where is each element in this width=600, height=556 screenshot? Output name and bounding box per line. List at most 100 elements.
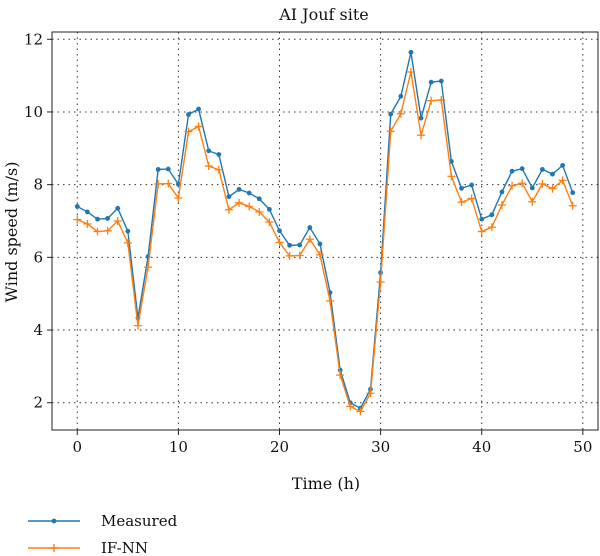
data-point bbox=[245, 202, 254, 211]
data-point bbox=[125, 228, 131, 234]
data-point bbox=[477, 227, 486, 236]
data-point bbox=[73, 215, 82, 224]
legend: Measured IF-NN bbox=[28, 512, 178, 556]
data-point bbox=[275, 238, 284, 247]
data-point bbox=[548, 184, 557, 193]
data-point bbox=[123, 238, 132, 247]
x-tick-label: 50 bbox=[573, 438, 592, 456]
data-point bbox=[558, 176, 567, 185]
data-point bbox=[447, 172, 456, 181]
data-point bbox=[428, 79, 434, 85]
x-tick-label: 40 bbox=[472, 438, 491, 456]
data-point bbox=[550, 171, 555, 177]
data-point bbox=[366, 389, 375, 398]
data-point bbox=[457, 198, 466, 207]
data-point bbox=[417, 131, 426, 140]
data-point bbox=[285, 251, 294, 260]
data-point bbox=[560, 162, 566, 168]
data-point bbox=[186, 112, 191, 117]
data-point bbox=[113, 217, 122, 226]
series-if-nn bbox=[73, 67, 577, 416]
legend-swatch-marker bbox=[50, 544, 58, 552]
data-point bbox=[518, 179, 527, 188]
data-point bbox=[246, 190, 252, 196]
data-point bbox=[74, 204, 80, 209]
legend-item: Measured bbox=[28, 512, 178, 530]
data-point bbox=[568, 201, 577, 210]
data-point bbox=[105, 216, 111, 221]
data-point bbox=[216, 152, 222, 157]
data-point bbox=[256, 196, 262, 202]
series-layer bbox=[73, 49, 577, 416]
y-tick-label: 2 bbox=[33, 394, 43, 412]
data-point bbox=[95, 216, 100, 222]
data-point bbox=[538, 179, 547, 188]
data-point bbox=[539, 166, 545, 172]
y-axis-ticks: 2 4 6 8 10 12 bbox=[24, 30, 52, 412]
data-point bbox=[346, 402, 355, 411]
y-tick-label: 12 bbox=[24, 30, 43, 48]
data-point bbox=[317, 241, 323, 247]
x-tick-label: 20 bbox=[270, 438, 289, 456]
data-point bbox=[509, 168, 515, 174]
data-point bbox=[154, 179, 163, 188]
data-point bbox=[315, 250, 324, 259]
data-point bbox=[297, 242, 303, 248]
data-point bbox=[499, 189, 505, 195]
data-point bbox=[376, 278, 385, 287]
series-line bbox=[76, 52, 574, 410]
x-tick-label: 10 bbox=[169, 438, 188, 456]
data-point bbox=[437, 95, 446, 104]
data-point bbox=[528, 197, 537, 206]
legend-swatch-marker bbox=[51, 518, 57, 524]
data-point bbox=[204, 162, 213, 171]
data-point bbox=[266, 206, 272, 212]
y-tick-label: 6 bbox=[33, 248, 43, 266]
chart-title: AI Jouf site bbox=[278, 5, 369, 24]
data-point bbox=[427, 96, 436, 105]
data-point bbox=[175, 181, 181, 187]
data-point bbox=[84, 209, 90, 215]
data-point bbox=[356, 407, 365, 416]
data-point bbox=[103, 226, 112, 235]
y-axis-title: Wind speed (m/s) bbox=[2, 162, 21, 303]
data-point bbox=[184, 127, 193, 136]
data-point bbox=[529, 185, 535, 191]
data-point bbox=[236, 186, 242, 192]
data-point bbox=[508, 181, 517, 190]
data-point bbox=[386, 127, 395, 136]
x-tick-label: 0 bbox=[73, 438, 83, 456]
data-point bbox=[235, 198, 244, 207]
data-point bbox=[479, 216, 485, 222]
data-point bbox=[144, 263, 153, 272]
series-measured bbox=[74, 49, 576, 411]
data-point bbox=[133, 321, 142, 330]
y-tick-label: 10 bbox=[24, 103, 43, 121]
series-line bbox=[77, 71, 574, 413]
data-point bbox=[224, 205, 233, 214]
x-axis-ticks: 0 10 20 30 40 50 bbox=[73, 430, 592, 456]
data-point bbox=[307, 225, 313, 230]
data-point bbox=[408, 49, 414, 55]
data-point bbox=[398, 93, 404, 99]
legend-label: Measured bbox=[101, 512, 178, 530]
data-point bbox=[265, 218, 274, 227]
y-tick-label: 8 bbox=[33, 176, 43, 194]
data-point bbox=[489, 212, 495, 218]
data-point bbox=[277, 228, 282, 234]
x-tick-label: 30 bbox=[371, 438, 390, 456]
data-point bbox=[214, 165, 223, 174]
legend-item: IF-NN bbox=[28, 539, 148, 556]
data-point bbox=[396, 109, 405, 118]
data-point bbox=[326, 296, 335, 305]
data-point bbox=[469, 182, 475, 188]
data-point bbox=[164, 179, 173, 188]
data-point bbox=[83, 219, 92, 228]
data-point bbox=[418, 115, 424, 121]
data-point bbox=[467, 194, 476, 203]
plot-frame bbox=[51, 31, 599, 431]
data-point bbox=[336, 371, 345, 380]
data-point bbox=[206, 148, 212, 154]
data-point bbox=[226, 194, 232, 200]
data-point bbox=[305, 235, 314, 244]
